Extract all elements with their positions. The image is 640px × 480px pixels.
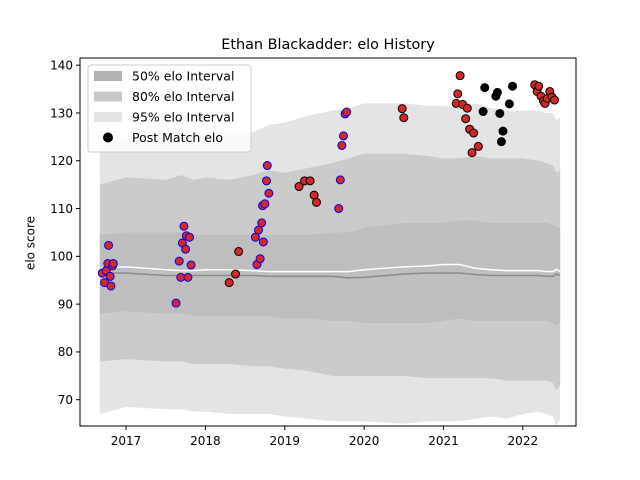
legend: 50% elo Interval 80% elo Interval 95% elo … xyxy=(87,64,252,153)
legend-label-0: 50% elo Interval xyxy=(132,69,234,84)
data-point-blue-edged-16 xyxy=(183,272,193,282)
data-point-blue-edged-28 xyxy=(262,161,272,171)
data-point-black-1 xyxy=(480,83,490,93)
data-point-blue-edged-6 xyxy=(106,281,116,291)
x-tick-label-2017: 2017 xyxy=(111,434,142,448)
x-tick-label-2018: 2018 xyxy=(190,434,221,448)
data-point-red-3 xyxy=(294,182,304,192)
y-tick-label-100: 100 xyxy=(50,250,73,264)
y-tick-label-70: 70 xyxy=(58,393,73,407)
legend-label-2: 95% elo Interval xyxy=(132,110,234,125)
legend-label-3: Post Match elo xyxy=(132,130,223,145)
x-tick-label-2019: 2019 xyxy=(269,434,300,448)
legend-label-1: 80% elo Interval xyxy=(132,89,234,104)
data-point-red-7 xyxy=(311,197,321,207)
data-point-black-5 xyxy=(496,137,506,147)
legend-swatch-1 xyxy=(94,91,122,102)
data-point-blue-edged-25 xyxy=(258,237,268,247)
axes: 2017 2018 2019 2020 2021 2022 70 80 90 100 110 120 1… xyxy=(50,57,577,448)
data-point-blue-edged-8 xyxy=(108,259,118,269)
data-point-red-1 xyxy=(231,269,241,279)
data-point-blue-edged-29 xyxy=(264,188,274,198)
data-point-blue-edged-17 xyxy=(185,232,195,242)
x-tick-label-2022: 2022 xyxy=(508,434,539,448)
legend-swatch-2 xyxy=(94,112,122,122)
y-tick-label-90: 90 xyxy=(58,297,73,311)
data-point-red-17 xyxy=(467,148,477,158)
y-tick-label-130: 130 xyxy=(50,106,73,120)
data-point-black-3 xyxy=(492,87,502,97)
data-point-red-2 xyxy=(234,247,244,257)
chart-title: Ethan Blackadder: elo History xyxy=(221,37,435,53)
data-point-blue-edged-4 xyxy=(104,240,114,250)
data-point-red-18 xyxy=(469,128,479,138)
legend-swatch-3 xyxy=(103,132,113,143)
data-point-blue-edged-33 xyxy=(338,131,348,141)
y-tick-label-110: 110 xyxy=(50,202,73,216)
axes-frame xyxy=(79,57,577,427)
data-point-blue-edged-32 xyxy=(337,140,347,150)
data-point-red-19 xyxy=(473,141,483,151)
data-point-black-8 xyxy=(508,81,518,91)
y-tick-label-80: 80 xyxy=(58,345,73,359)
data-point-blue-edged-27 xyxy=(262,176,271,186)
data-point-red-8 xyxy=(397,104,407,114)
y-axis-title: elo score xyxy=(24,216,38,270)
data-point-red-14 xyxy=(461,114,471,124)
data-point-black-0 xyxy=(478,107,488,117)
data-point-red-0 xyxy=(224,278,234,288)
data-point-blue-edged-10 xyxy=(174,256,184,266)
data-point-blue-edged-35 xyxy=(342,107,352,117)
data-point-black-6 xyxy=(498,126,508,136)
data-point-blue-edged-22 xyxy=(255,254,265,264)
mean-elo-line xyxy=(99,263,561,273)
data-point-blue-edged-30 xyxy=(334,204,344,214)
data-point-red-22 xyxy=(534,81,544,91)
data-point-red-9 xyxy=(399,113,409,123)
y-tick-label-120: 120 xyxy=(50,154,73,168)
data-point-blue-edged-23 xyxy=(257,218,267,228)
legend-box xyxy=(87,64,252,153)
data-point-blue-edged-9 xyxy=(171,298,181,308)
data-point-red-12 xyxy=(455,71,465,81)
data-point-blue-edged-5 xyxy=(105,271,115,281)
x-tick-label-2021: 2021 xyxy=(428,434,459,448)
data-point-blue-edged-13 xyxy=(179,221,189,231)
band-50-interval xyxy=(99,220,561,326)
data-point-blue-edged-31 xyxy=(335,175,345,185)
data-point-red-15 xyxy=(462,103,472,113)
data-point-blue-edged-14 xyxy=(181,244,191,254)
data-point-red-29 xyxy=(550,95,560,105)
plot-area xyxy=(97,71,561,427)
median-elo-line xyxy=(99,272,561,279)
data-point-blue-edged-26 xyxy=(260,199,270,209)
data-point-red-11 xyxy=(453,89,463,99)
y-tick-label-140: 140 xyxy=(50,58,73,72)
data-point-blue-edged-18 xyxy=(186,260,196,270)
data-point-black-7 xyxy=(504,99,514,109)
x-tick-label-2020: 2020 xyxy=(349,434,380,448)
data-point-black-4 xyxy=(495,108,505,118)
data-point-red-5 xyxy=(305,176,315,186)
legend-swatch-0 xyxy=(94,71,122,81)
